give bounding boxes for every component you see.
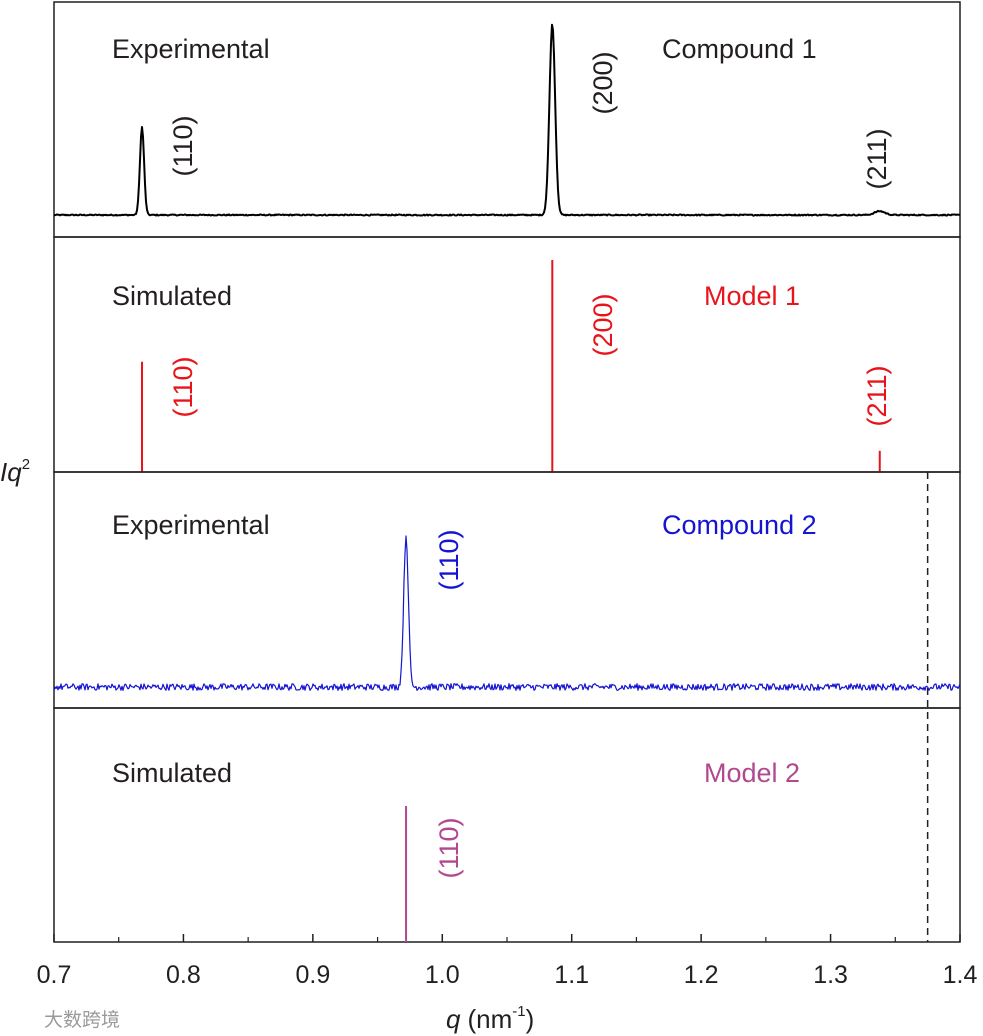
x-tick-label: 1.0 xyxy=(425,961,460,989)
panel-label: Experimental xyxy=(112,34,270,64)
x-tick-label: 1.1 xyxy=(554,961,589,989)
panels-group: Experimental Compound 1(110)(200)(211)Sim… xyxy=(53,1,961,943)
peak-label-211: (211) xyxy=(862,365,892,426)
peak-label-200: (200) xyxy=(588,51,618,114)
peak-label-110: (110) xyxy=(168,115,198,176)
panel-3: Experimental Compound 2 (110) xyxy=(53,471,961,709)
x-tick-label: 1.2 xyxy=(684,961,719,989)
panel-name: Model 1 xyxy=(704,281,800,311)
peak-label-110: (110) xyxy=(434,817,464,878)
x-tick-label: 0.7 xyxy=(37,961,72,989)
x-tick-label: 0.8 xyxy=(166,961,201,989)
watermark-text: 大数跨境 xyxy=(44,1009,120,1031)
panel-frame xyxy=(53,471,961,709)
panel-name: Model 2 xyxy=(704,758,800,788)
panel-label: Experimental xyxy=(112,510,270,540)
x-tick-label: 1.3 xyxy=(813,961,848,989)
peak-label-110: (110) xyxy=(168,356,198,417)
peak-label-200: (200) xyxy=(588,293,618,356)
peak-label-110: (110) xyxy=(434,529,464,590)
panel-frame xyxy=(53,236,961,473)
x-tick-label: 1.4 xyxy=(943,961,978,989)
x-tick-label: 0.9 xyxy=(295,961,330,989)
y-axis-title: Iq2 xyxy=(0,456,30,487)
panel-label: Simulated xyxy=(112,758,232,788)
panel-1: Experimental Compound 1 (110) (200) (211) xyxy=(53,1,961,238)
panel-name: Compound 2 xyxy=(662,510,817,540)
y-axis-title-exponent: 2 xyxy=(22,456,30,473)
panel-frame xyxy=(53,707,961,943)
series-line xyxy=(53,23,960,217)
series-line xyxy=(53,535,961,691)
panel-name: Compound 1 xyxy=(662,34,817,64)
panel-label: Simulated xyxy=(112,281,232,311)
panel-4: Simulated Model 2 (110) xyxy=(53,707,961,943)
x-axis-title: q (nm-1) xyxy=(446,1003,534,1034)
panel-2: Simulated Model 1 (110) (200) (211) xyxy=(53,236,961,473)
peak-label-211: (211) xyxy=(862,128,892,189)
x-axis: 0.7 0.8 0.9 1.0 1.1 1.2 1.3 1.4 xyxy=(37,934,978,989)
